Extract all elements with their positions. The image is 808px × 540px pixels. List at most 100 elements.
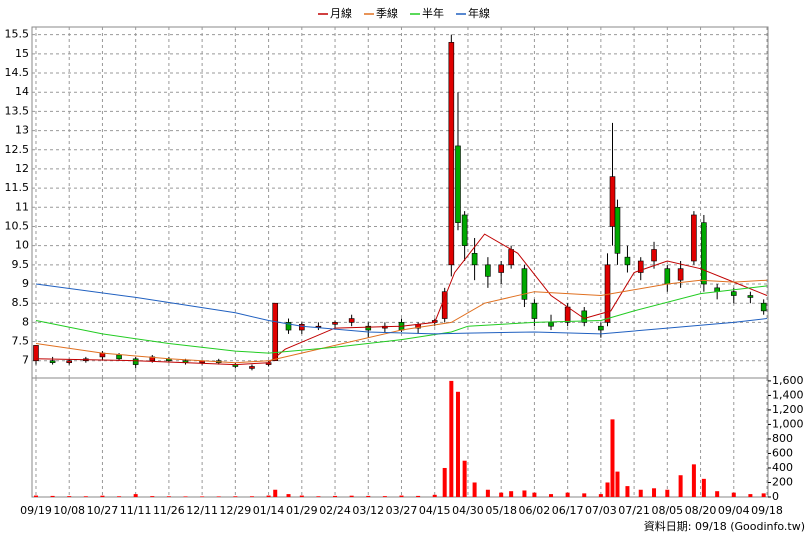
x-tick-label: 07/03 [585, 504, 617, 517]
y-tick-label: 13.5 [5, 104, 30, 117]
volume-bar [455, 391, 460, 497]
candle-body [272, 302, 279, 362]
candle-body [285, 322, 292, 331]
legend-label: 半年 [422, 6, 444, 20]
volume-bar [399, 495, 404, 497]
ma-line [35, 285, 768, 354]
volume-bar [349, 495, 354, 497]
volume-bar [183, 496, 188, 497]
x-tick-label: 10/08 [53, 504, 85, 517]
candle-body [299, 323, 305, 331]
candle-body [448, 42, 455, 266]
volume-bar [462, 460, 467, 497]
volume-bar [133, 494, 138, 497]
volume-bar [652, 488, 657, 497]
candle-body [624, 256, 631, 266]
x-tick-label: 06/17 [552, 504, 584, 517]
y2-tick-label: 600 [772, 446, 793, 459]
volume-bar [50, 495, 55, 497]
volume-bar [522, 490, 527, 497]
volume-bar [316, 496, 321, 497]
x-tick-label: 08/05 [651, 504, 683, 517]
volume-bar [299, 495, 304, 497]
y2-tick-label: 1,400 [772, 388, 804, 401]
x-tick-label: 02/24 [319, 504, 351, 517]
candle-body [637, 260, 644, 273]
volume-bar [665, 489, 670, 497]
y2-tick-label: 400 [772, 461, 793, 474]
y-tick-label: 14 [15, 85, 29, 98]
legend-label: 季線 [376, 6, 398, 20]
candle-body [730, 291, 737, 296]
y-tick-label: 14.5 [5, 66, 30, 79]
candle-body [461, 214, 468, 246]
candle-body [471, 253, 478, 266]
candle-body [455, 145, 461, 223]
candle-body [664, 268, 671, 285]
volume-bar [333, 495, 338, 497]
volume-bar [638, 489, 643, 497]
legend-label: 年線 [468, 6, 490, 20]
volume-bar [509, 491, 514, 497]
volume-bar [100, 495, 105, 497]
candle-body [609, 176, 616, 227]
volume-bar [678, 475, 683, 497]
volume-bar [472, 482, 477, 497]
y2-tick-label: 1,600 [772, 374, 804, 387]
volume-bar [598, 494, 603, 497]
x-tick-label: 08/20 [685, 504, 717, 517]
candle-body [66, 360, 73, 363]
volume-bar [366, 495, 371, 497]
y-tick-label: 12.5 [5, 143, 30, 156]
y-tick-label: 8 [22, 315, 29, 328]
volume-bar [273, 489, 278, 497]
candle-body [747, 295, 754, 298]
x-tick-label: 11/11 [120, 504, 152, 517]
candle-body [249, 366, 255, 369]
volume-bar [605, 482, 610, 497]
volume-bar [432, 494, 437, 497]
volume-bar [266, 495, 271, 497]
volume-bar [625, 486, 630, 497]
candle-body [116, 354, 122, 360]
candle-body [508, 249, 514, 266]
candle-body [332, 322, 338, 325]
y-tick-label: 15.5 [5, 28, 30, 41]
candle-body [441, 291, 448, 319]
volume-bar [485, 489, 490, 497]
x-tick-label: 03/12 [352, 504, 384, 517]
y-tick-label: 10.5 [5, 219, 30, 232]
y2-tick-label: 800 [772, 432, 793, 445]
y-tick-label: 12 [15, 162, 29, 175]
volume-bar [233, 496, 238, 497]
x-tick-label: 03/27 [386, 504, 418, 517]
volume-bar [67, 496, 72, 497]
volume-bar [701, 478, 706, 497]
x-tick-label: 09/19 [20, 504, 52, 517]
footnote: 資料日期: 09/18 (Goodinfo.tw) [644, 519, 805, 533]
volume-bar [286, 494, 291, 497]
volume-bar [610, 419, 615, 497]
x-tick-label: 05/18 [485, 504, 517, 517]
candle-body [531, 302, 538, 319]
volume-bar [83, 496, 88, 497]
candle-body [33, 345, 39, 362]
y-tick-label: 8.5 [12, 296, 30, 309]
volume-bar [582, 493, 587, 497]
y-tick-label: 11.5 [5, 181, 30, 194]
volume-panel [31, 377, 769, 498]
candle-body [760, 302, 767, 312]
y-tick-label: 7 [22, 354, 29, 367]
volume-bar [499, 492, 504, 497]
ma-line [35, 233, 768, 366]
volume-bar [761, 493, 766, 497]
volume-bar [200, 496, 205, 497]
candle-body [132, 358, 139, 365]
y2-tick-label: 1,200 [772, 403, 804, 416]
volume-bar [216, 496, 221, 497]
volume-bar [549, 494, 554, 497]
ma-line [35, 283, 768, 335]
x-tick-label: 09/18 [751, 504, 783, 517]
candle-body [521, 268, 528, 300]
